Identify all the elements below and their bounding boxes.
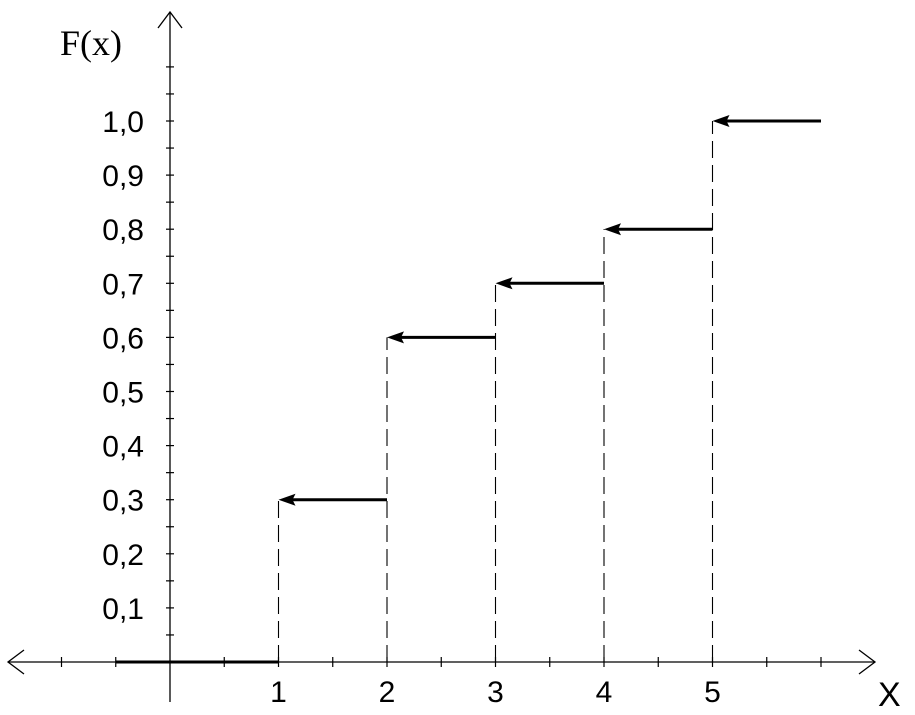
- x-tick-label: 2: [379, 676, 396, 709]
- x-tick-label: 3: [487, 676, 504, 709]
- y-tick-label: 0,2: [102, 539, 144, 572]
- y-tick-label: 0,3: [102, 485, 144, 518]
- step-arrowhead: [495, 277, 513, 290]
- y-tick-label: 0,8: [102, 214, 144, 247]
- step-arrowhead: [278, 493, 296, 506]
- y-axis-title: F(x): [60, 23, 122, 63]
- y-tick-label: 1,0: [102, 106, 144, 139]
- y-axis-arrowhead: [157, 10, 183, 29]
- dashed-jump-lines: [277, 121, 714, 662]
- x-tick-label: 1: [270, 676, 287, 709]
- step-arrowhead: [604, 223, 621, 236]
- x-axis-title: X: [878, 676, 901, 714]
- x-axis-left-arrowhead: [6, 649, 25, 675]
- y-tick-label: 0,5: [102, 377, 144, 410]
- y-tick-label: 0,7: [102, 268, 144, 301]
- x-tick-label: 4: [596, 676, 613, 709]
- step-arrowhead: [387, 331, 404, 344]
- tick-labels: 0,1 0,2 0,3 0,4 0,5 0,6 0,7 0,8 0,9 1,0 1 2 3 4 5: [102, 106, 721, 709]
- y-tick-label: 0,1: [102, 593, 144, 626]
- step-arrowhead: [712, 115, 730, 127]
- y-tick-label: 0,4: [102, 431, 144, 464]
- y-tick-label: 0,9: [102, 160, 144, 193]
- ticks: [60, 66, 822, 667]
- y-tick-label: 0,6: [102, 322, 144, 355]
- x-axis-right-arrowhead: [858, 649, 877, 675]
- x-tick-label: 5: [704, 676, 721, 709]
- step-segments: [115, 115, 821, 664]
